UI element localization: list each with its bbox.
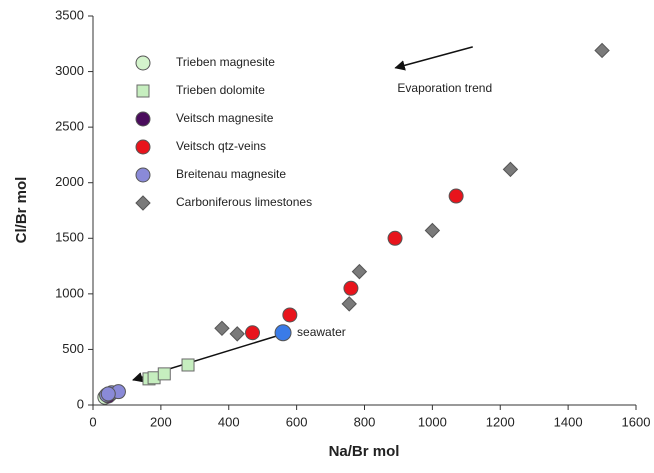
point [181, 358, 195, 372]
annotation: Evaporation trend [397, 81, 492, 95]
legend-label: Trieben dolomite [176, 83, 265, 97]
x-tick-label: 800 [354, 414, 376, 429]
y-tick-label: 3000 [55, 63, 84, 78]
arrow [394, 46, 473, 71]
point [448, 188, 464, 204]
x-tick-label: 1600 [622, 414, 651, 429]
point [502, 161, 519, 178]
y-tick-label: 2500 [55, 119, 84, 134]
y-tick-label: 1000 [55, 285, 84, 300]
x-tick-label: 1200 [486, 414, 515, 429]
legend-label: Veitsch qtz-veins [176, 139, 266, 153]
x-tick-label: 1000 [418, 414, 447, 429]
legend-label: Breitenau magnesite [176, 167, 286, 181]
y-tick-label: 3500 [55, 7, 84, 22]
point [351, 263, 368, 280]
legend-marker [135, 167, 151, 183]
y-tick-label: 2000 [55, 174, 84, 189]
legend-marker [135, 139, 151, 155]
point [343, 280, 359, 296]
y-tick-label: 1500 [55, 230, 84, 245]
point [245, 325, 261, 341]
point [214, 320, 230, 337]
y-axis-label: Cl/Br mol [13, 177, 30, 244]
annotation: seawater [297, 325, 346, 339]
legend-marker [136, 84, 150, 98]
point [157, 367, 171, 381]
point [424, 222, 441, 239]
y-tick-label: 500 [62, 341, 84, 356]
y-tick-label: 0 [77, 396, 84, 411]
point [100, 386, 116, 402]
legend-marker [135, 195, 151, 211]
x-tick-label: 600 [286, 414, 308, 429]
x-tick-label: 200 [150, 414, 172, 429]
point [594, 42, 610, 59]
x-tick-label: 1400 [554, 414, 583, 429]
point [341, 296, 357, 312]
legend-label: Carboniferous limestones [176, 195, 312, 209]
x-axis-label: Na/Br mol [329, 443, 400, 460]
legend-marker [135, 55, 151, 71]
seawater-point [274, 324, 292, 342]
legend-label: Trieben magnesite [176, 55, 275, 69]
x-tick-label: 0 [89, 414, 96, 429]
point [282, 307, 298, 323]
legend-label: Veitsch magnesite [176, 111, 274, 125]
legend-marker [135, 111, 151, 127]
x-tick-label: 400 [218, 414, 240, 429]
point [387, 230, 403, 246]
point [229, 326, 245, 342]
